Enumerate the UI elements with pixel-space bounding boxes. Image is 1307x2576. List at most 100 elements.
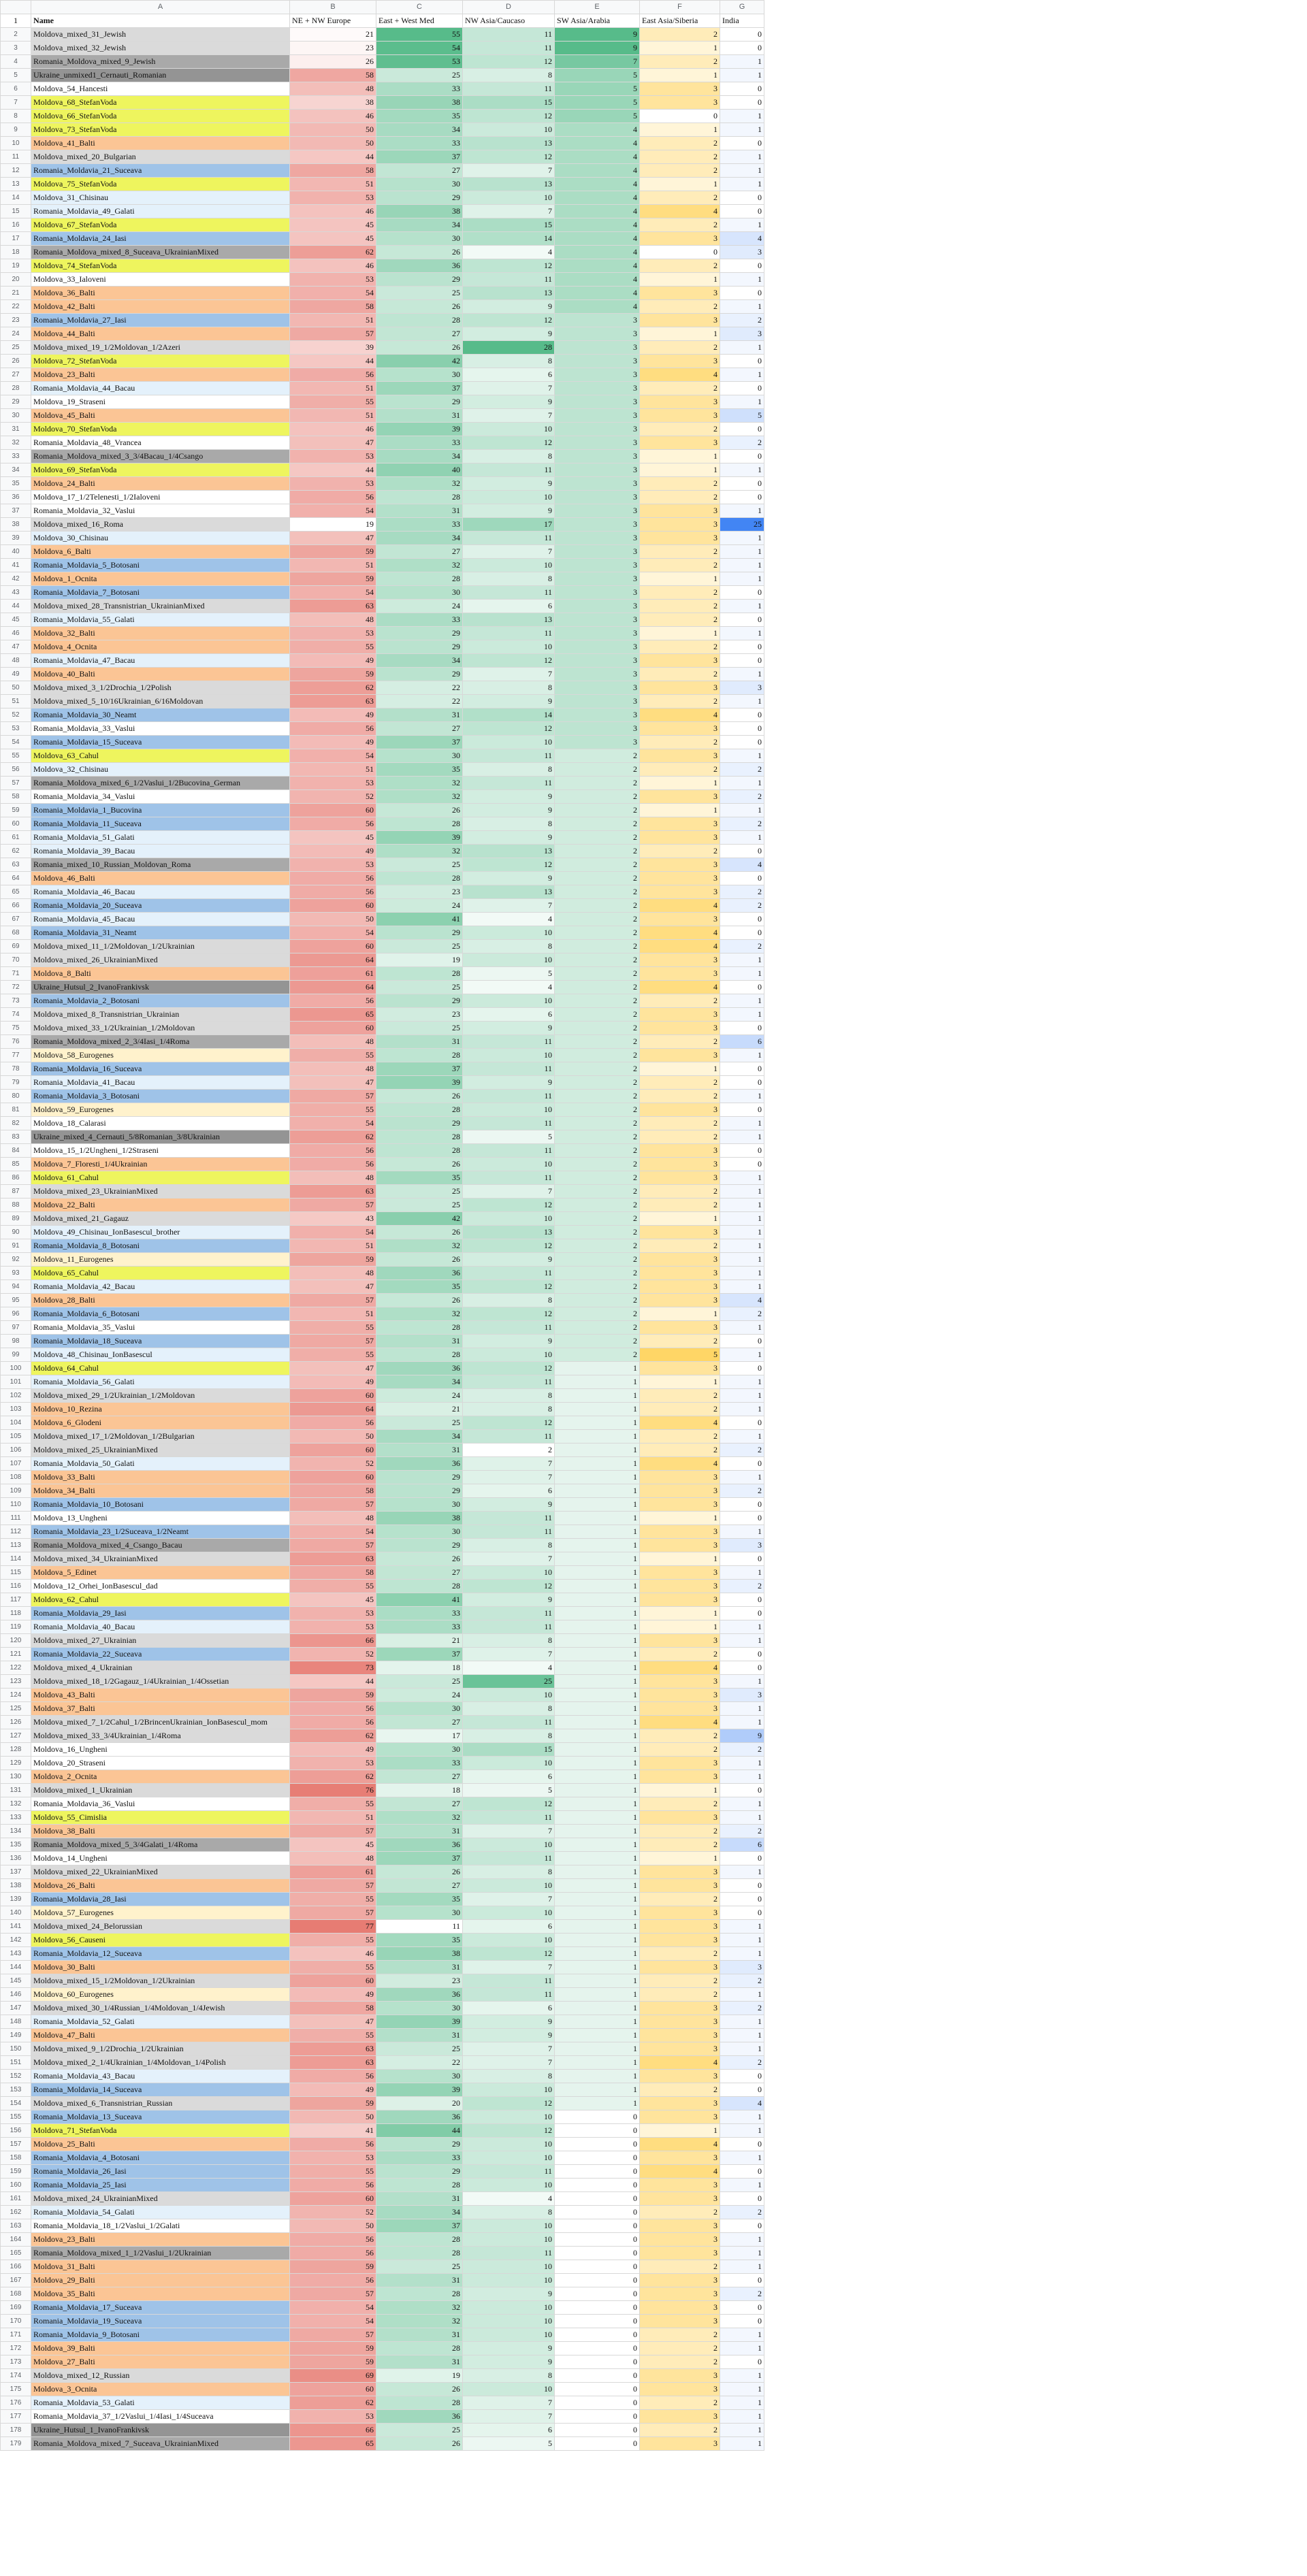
cell-ne-nw-europe[interactable]: 60	[289, 939, 376, 953]
row-number[interactable]: 92	[0, 1252, 31, 1267]
cell-nw-asia-caucaso[interactable]: 11	[462, 776, 555, 790]
cell-nw-asia-caucaso[interactable]: 8	[462, 2368, 555, 2383]
cell-nw-asia-caucaso[interactable]: 9	[462, 2028, 555, 2042]
cell-nw-asia-caucaso[interactable]: 9	[462, 1334, 555, 1348]
cell-east-asia-siberia[interactable]: 3	[639, 1633, 720, 1648]
cell-sw-asia-arabia[interactable]: 2	[554, 1034, 640, 1049]
cell-sw-asia-arabia[interactable]: 2	[554, 980, 640, 994]
cell-india[interactable]: 1	[720, 1402, 764, 1416]
row-number[interactable]: 176	[0, 2396, 31, 2410]
column-header-f[interactable]: F	[639, 0, 720, 14]
cell-east-asia-siberia[interactable]: 5	[639, 1348, 720, 1362]
cell-nw-asia-caucaso[interactable]: 25	[462, 1674, 555, 1689]
row-number[interactable]: 104	[0, 1416, 31, 1430]
cell-east-asia-siberia[interactable]: 3	[639, 1674, 720, 1689]
cell-name[interactable]: Romania_Moldova_mixed_1_1/2Vaslui_1/2Ukr…	[31, 2246, 290, 2260]
cell-sw-asia-arabia[interactable]: 4	[554, 286, 640, 300]
cell-east-west-med[interactable]: 29	[376, 667, 463, 681]
cell-east-asia-siberia[interactable]: 2	[639, 422, 720, 436]
cell-east-west-med[interactable]: 25	[376, 1198, 463, 1212]
cell-india[interactable]: 1	[720, 994, 764, 1008]
cell-nw-asia-caucaso[interactable]: 10	[462, 2110, 555, 2124]
cell-india[interactable]: 0	[720, 1906, 764, 1920]
cell-ne-nw-europe[interactable]: 63	[289, 1552, 376, 1566]
cell-india[interactable]: 0	[720, 1021, 764, 1035]
cell-nw-asia-caucaso[interactable]: 10	[462, 2260, 555, 2274]
cell-east-asia-siberia[interactable]: 3	[639, 1933, 720, 1947]
cell-name[interactable]: Romania_Moldavia_33_Vaslui	[31, 721, 290, 736]
cell-east-asia-siberia[interactable]: 1	[639, 1307, 720, 1321]
cell-sw-asia-arabia[interactable]: 2	[554, 1211, 640, 1226]
cell-ne-nw-europe[interactable]: 52	[289, 2205, 376, 2219]
row-number[interactable]: 135	[0, 1838, 31, 1852]
cell-east-asia-siberia[interactable]: 2	[639, 1130, 720, 1144]
cell-east-west-med[interactable]: 34	[376, 123, 463, 137]
cell-east-asia-siberia[interactable]: 3	[639, 1021, 720, 1035]
cell-sw-asia-arabia[interactable]: 2	[554, 871, 640, 885]
cell-name[interactable]: Moldova_38_Balti	[31, 1824, 290, 1838]
cell-sw-asia-arabia[interactable]: 2	[554, 1021, 640, 1035]
cell-east-west-med[interactable]: 29	[376, 626, 463, 640]
cell-india[interactable]: 2	[720, 1742, 764, 1757]
cell-east-west-med[interactable]: 23	[376, 1007, 463, 1022]
cell-nw-asia-caucaso[interactable]: 12	[462, 1416, 555, 1430]
cell-sw-asia-arabia[interactable]: 1	[554, 1565, 640, 1580]
cell-india[interactable]: 1	[720, 558, 764, 572]
cell-ne-nw-europe[interactable]: 54	[289, 1225, 376, 1239]
cell-india[interactable]: 4	[720, 231, 764, 246]
cell-name[interactable]: Moldova_48_Chisinau_IonBasescul	[31, 1348, 290, 1362]
cell-sw-asia-arabia[interactable]: 2	[554, 749, 640, 763]
cell-east-west-med[interactable]: 32	[376, 2300, 463, 2315]
cell-india[interactable]: 4	[720, 2096, 764, 2110]
cell-ne-nw-europe[interactable]: 38	[289, 95, 376, 110]
cell-india[interactable]: 0	[720, 1511, 764, 1525]
cell-name[interactable]: Moldova_56_Causeni	[31, 1933, 290, 1947]
cell-east-asia-siberia[interactable]: 3	[639, 1810, 720, 1825]
row-number[interactable]: 114	[0, 1552, 31, 1566]
row-number[interactable]: 164	[0, 2232, 31, 2247]
cell-sw-asia-arabia[interactable]: 2	[554, 898, 640, 913]
cell-sw-asia-arabia[interactable]: 1	[554, 1878, 640, 1893]
cell-east-asia-siberia[interactable]: 4	[639, 926, 720, 940]
cell-india[interactable]: 0	[720, 204, 764, 218]
row-number[interactable]: 134	[0, 1824, 31, 1838]
cell-ne-nw-europe[interactable]: 62	[289, 2396, 376, 2410]
cell-ne-nw-europe[interactable]: 56	[289, 871, 376, 885]
cell-india[interactable]: 1	[720, 776, 764, 790]
cell-ne-nw-europe[interactable]: 46	[289, 1946, 376, 1961]
cell-east-west-med[interactable]: 29	[376, 395, 463, 409]
row-number[interactable]: 25	[0, 340, 31, 355]
cell-nw-asia-caucaso[interactable]: 9	[462, 476, 555, 491]
cell-name[interactable]: Moldova_mixed_1_Ukrainian	[31, 1783, 290, 1797]
cell-sw-asia-arabia[interactable]: 3	[554, 667, 640, 681]
cell-east-asia-siberia[interactable]: 3	[639, 1007, 720, 1022]
cell-east-asia-siberia[interactable]: 1	[639, 41, 720, 55]
cell-ne-nw-europe[interactable]: 54	[289, 1116, 376, 1130]
cell-east-west-med[interactable]: 25	[376, 2260, 463, 2274]
cell-india[interactable]: 2	[720, 1579, 764, 1593]
cell-east-asia-siberia[interactable]: 3	[639, 1756, 720, 1770]
row-number[interactable]: 41	[0, 558, 31, 572]
cell-east-asia-siberia[interactable]: 3	[639, 1906, 720, 1920]
cell-name[interactable]: Romania_Moldavia_20_Suceava	[31, 898, 290, 913]
cell-east-west-med[interactable]: 41	[376, 912, 463, 926]
cell-name[interactable]: Moldova_71_StefanVoda	[31, 2123, 290, 2138]
cell-east-west-med[interactable]: 36	[376, 2110, 463, 2124]
header-cell-ne-nw-europe[interactable]: NE + NW Europe	[289, 14, 376, 28]
row-number[interactable]: 55	[0, 749, 31, 763]
cell-east-west-med[interactable]: 29	[376, 191, 463, 205]
row-number[interactable]: 64	[0, 871, 31, 885]
cell-east-asia-siberia[interactable]: 2	[639, 1198, 720, 1212]
cell-ne-nw-europe[interactable]: 53	[289, 858, 376, 872]
cell-sw-asia-arabia[interactable]: 1	[554, 2028, 640, 2042]
cell-east-west-med[interactable]: 29	[376, 1116, 463, 1130]
cell-sw-asia-arabia[interactable]: 1	[554, 1797, 640, 1811]
row-number[interactable]: 78	[0, 1062, 31, 1076]
row-number[interactable]: 137	[0, 1865, 31, 1879]
cell-name[interactable]: Moldova_mixed_32_Jewish	[31, 41, 290, 55]
cell-nw-asia-caucaso[interactable]: 13	[462, 177, 555, 191]
cell-east-asia-siberia[interactable]: 3	[639, 1157, 720, 1171]
cell-india[interactable]: 1	[720, 150, 764, 164]
cell-ne-nw-europe[interactable]: 51	[289, 762, 376, 777]
cell-india[interactable]: 0	[720, 2355, 764, 2369]
